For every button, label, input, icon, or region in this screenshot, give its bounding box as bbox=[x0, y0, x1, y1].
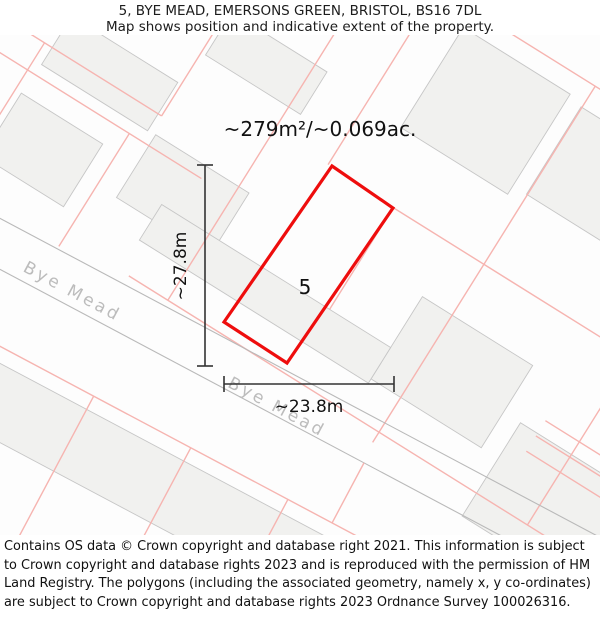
parcel-boundary-lines-south bbox=[0, 193, 600, 535]
property-boundary-polygon bbox=[221, 163, 396, 366]
map-header: 5, BYE MEAD, EMERSONS GREEN, BRISTOL, BS… bbox=[0, 0, 600, 35]
map-canvas: Bye Mead Bye Mead 5 ~279m²/~0.069ac. ~27… bbox=[0, 35, 600, 535]
property-address-title: 5, BYE MEAD, EMERSONS GREEN, BRISTOL, BS… bbox=[118, 3, 482, 19]
building-footprints bbox=[0, 35, 600, 535]
height-dimension-line bbox=[197, 164, 213, 367]
height-dimension-label: ~27.8m bbox=[171, 232, 191, 301]
plot-number-label: 5 bbox=[299, 275, 312, 299]
parcels-above-road bbox=[0, 35, 600, 535]
map-subtitle: Map shows position and indicative extent… bbox=[105, 19, 495, 35]
property-map: Bye Mead Bye Mead 5 ~279m²/~0.069ac. ~27… bbox=[0, 35, 600, 535]
os-copyright-text: Contains OS data © Crown copyright and d… bbox=[4, 539, 591, 610]
area-measurement-label: ~279m²/~0.069ac. bbox=[224, 117, 417, 141]
attribution-footer: Contains OS data © Crown copyright and d… bbox=[0, 535, 600, 625]
width-dimension-line bbox=[223, 376, 395, 392]
terrace-building bbox=[0, 211, 335, 535]
width-dimension-label: ~23.8m bbox=[275, 397, 344, 417]
